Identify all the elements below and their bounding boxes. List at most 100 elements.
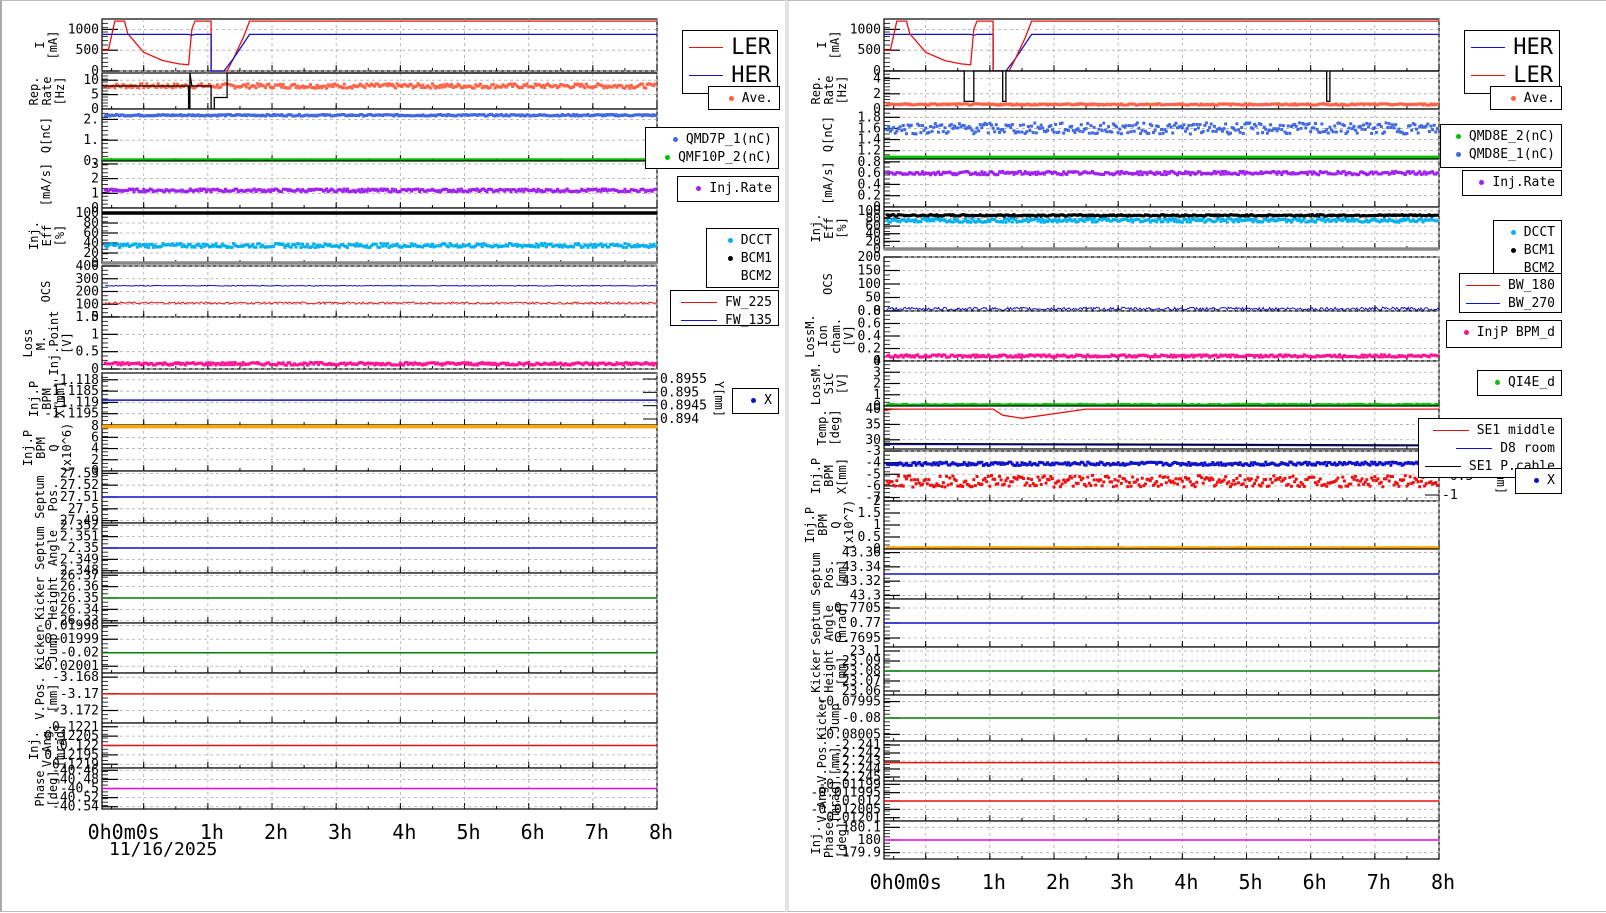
y-tick-label: 10 <box>83 73 99 88</box>
x-tick-label: 3h <box>328 820 352 844</box>
y2-tick-label: -1 <box>1442 488 1458 503</box>
legend-dot-swatch-icon <box>665 155 670 160</box>
legend-label: Inj.Rate <box>709 181 772 196</box>
y-axis-label: I[mA] <box>815 31 842 60</box>
legend-label: D8 room <box>1500 441 1555 456</box>
y-axis-label: Phase[deg] <box>33 770 60 806</box>
y-axis-label: LossM.Ioncham.[V] <box>803 314 856 357</box>
y-axis-label: [mA/s] <box>821 161 835 204</box>
y-axis-label: OCS <box>821 273 835 295</box>
legend-label: LER <box>1513 63 1553 88</box>
y-axis-label: Q[nC] <box>39 117 53 153</box>
legend-dot-swatch-icon <box>696 186 701 191</box>
y-tick-label: 23.1 <box>850 644 881 659</box>
legend-line-swatch-icon <box>1456 448 1492 449</box>
y-axis-label: Rep.Rate[Hz] <box>809 76 849 105</box>
legend-entry: Inj.Rate <box>684 179 772 197</box>
y-tick-label: 26.37 <box>60 568 99 583</box>
y-tick-label: 0.8 <box>858 304 881 319</box>
legend-entry: QMF10P_2(nC) <box>652 148 772 166</box>
y-tick-label: -3.168 <box>52 670 99 685</box>
x-tick-label: 2h <box>264 820 288 844</box>
legend-entry: BCM1 <box>1500 241 1555 259</box>
legend-dot-swatch-icon <box>751 398 756 403</box>
x-tick-label: 7h <box>1367 870 1391 894</box>
legend-line-swatch-icon <box>1425 466 1461 467</box>
x-tick-label: 0h0m0s <box>870 870 942 894</box>
strip-chart-v_ang: 0.12210.122050.1220.121950.1219Inj.V.Ang… <box>27 720 657 773</box>
y-tick-label: 27.53 <box>60 466 99 481</box>
legend-entry: LER <box>1471 61 1553 89</box>
legend-line-swatch-icon <box>681 302 717 303</box>
legend-label: Inj.Rate <box>1492 175 1555 190</box>
legend-dot-swatch-icon <box>1511 230 1516 235</box>
x-tick-label: 4h <box>392 820 416 844</box>
legend-line-swatch-icon <box>689 47 723 48</box>
legend-line-swatch-icon <box>1471 47 1505 48</box>
x-tick-label: 8h <box>1431 870 1455 894</box>
legend-label: Ave. <box>1524 91 1555 106</box>
y-axis-label: KickerHeight <box>33 576 60 619</box>
y-tick-label: 0.5 <box>76 345 99 360</box>
legend-entry: BW_270 <box>1466 294 1555 312</box>
legend-label: X <box>764 393 772 408</box>
y-tick-label: 35 <box>865 417 881 432</box>
strip-chart-v_ang: -0.01199-0.011995-0.012-0.012005-0.01201… <box>811 777 1439 825</box>
date-stamp: 11/16/2025 <box>109 839 217 860</box>
legend-entry: SE1 middle <box>1425 421 1555 439</box>
legend-entry: FW_135 <box>677 311 772 329</box>
legend-left-inj-rate: Inj.Rate <box>677 176 779 202</box>
y-tick-label: 1. <box>83 133 99 148</box>
y-tick-label: 43.36 <box>842 546 881 561</box>
legend-dot-swatch-icon <box>1534 478 1539 483</box>
y-axis-label: SeptumAngle[mrad] <box>809 601 849 644</box>
y-tick-label: 1000 <box>850 22 881 37</box>
legend-entry: X <box>739 391 772 409</box>
legend-label: HER <box>731 63 771 88</box>
y-axis-label: SeptumAngle <box>33 526 60 569</box>
legend-entry: LER <box>689 33 771 61</box>
legend-label: BW_270 <box>1508 296 1555 311</box>
series-fw-135 <box>105 285 657 286</box>
y-tick-label: 100 <box>858 277 881 292</box>
legend-line-swatch-icon <box>1466 303 1500 304</box>
y-tick-label: 200 <box>76 285 99 300</box>
y-tick-label: -3.17 <box>60 687 99 702</box>
x-tick-label: 5h <box>1238 870 1262 894</box>
legend-right-rep-rate: Ave. <box>1490 86 1562 110</box>
y-axis-label: [mA/s] <box>39 163 53 206</box>
legend-line-swatch-icon <box>1433 430 1469 431</box>
y-axis-label: Inj.PBPMQ(x10^7) <box>803 500 856 551</box>
legend-dot-swatch-icon <box>673 137 678 142</box>
y-tick-label: 4 <box>873 354 881 369</box>
y-tick-label: 1 <box>91 327 99 342</box>
legend-line-swatch-icon <box>689 75 723 76</box>
legend-label: X <box>1547 473 1555 488</box>
y-tick-label: 1.8 <box>858 110 881 125</box>
legend-label: QMD8E_2(nC) <box>1469 129 1555 144</box>
strip-chart-inj_rate: 00.20.40.60.8[mA/s] <box>821 155 1439 215</box>
legend-label: HER <box>1513 35 1553 60</box>
y-tick-label: 300 <box>76 272 99 287</box>
legend-right-charge: QMD8E_2(nC)QMD8E_1(nC) <box>1440 124 1562 168</box>
y-axis-label: Inj.V.Ang.[mrad] <box>27 724 67 767</box>
y-tick-label: 1 <box>91 186 99 201</box>
legend-label: DCCT <box>1524 225 1555 240</box>
y-tick-label: 0.8 <box>858 155 881 170</box>
legend-right-current: HER LER <box>1464 30 1560 94</box>
